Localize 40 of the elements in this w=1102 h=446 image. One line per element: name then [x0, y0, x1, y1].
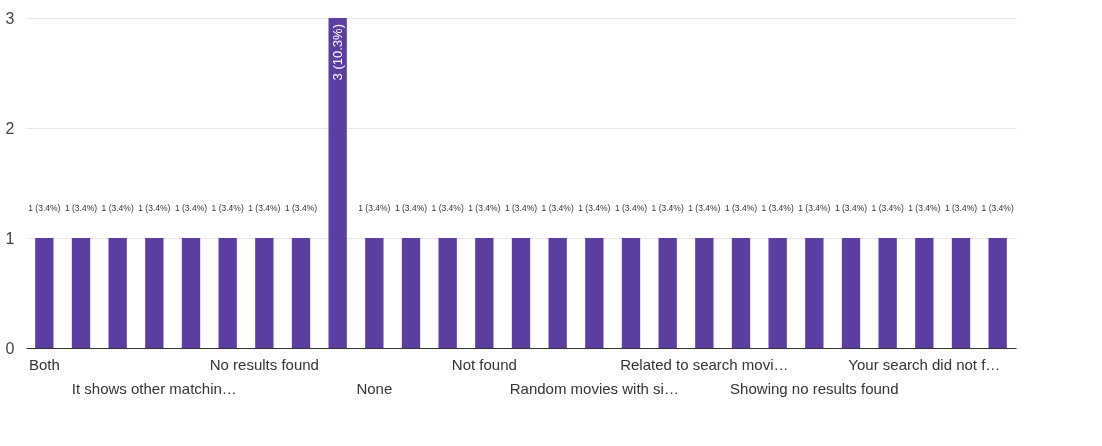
x-tick-label: None	[356, 380, 393, 397]
data-label: 1 (3.4%)	[28, 203, 61, 213]
data-label: 1 (3.4%)	[871, 203, 904, 213]
x-tick-label: It shows other matchin…	[71, 380, 237, 397]
data-label: 1 (3.4%)	[248, 203, 281, 213]
data-label: 1 (3.4%)	[614, 203, 648, 213]
y-tick-label: 2	[5, 119, 15, 137]
data-label: 1 (3.4%)	[578, 203, 611, 213]
data-label: 1 (3.4%)	[504, 203, 538, 213]
data-label: 1 (3.4%)	[64, 203, 98, 213]
data-label: 1 (3.4%)	[394, 203, 428, 213]
data-label: 1 (3.4%)	[798, 203, 831, 213]
data-label: 3 (10.3%)	[329, 24, 345, 81]
data-label: 1 (3.4%)	[761, 203, 794, 213]
x-tick-label: Not found	[451, 356, 517, 373]
data-label: 1 (3.4%)	[981, 203, 1014, 213]
y-tick-label: 1	[5, 229, 15, 247]
data-label: 1 (3.4%)	[468, 203, 501, 213]
data-label: 1 (3.4%)	[211, 203, 244, 213]
data-label: 1 (3.4%)	[688, 203, 721, 213]
data-label: 1 (3.4%)	[908, 203, 941, 213]
data-label: 1 (3.4%)	[138, 203, 171, 213]
data-label: 1 (3.4%)	[541, 203, 574, 213]
y-tick-label: 0	[5, 339, 15, 357]
data-label: 1 (3.4%)	[174, 203, 208, 213]
x-tick-label: Both	[28, 356, 60, 373]
x-tick-label: Your search did not f…	[848, 356, 1001, 373]
data-label: 1 (3.4%)	[834, 203, 868, 213]
data-label: 1 (3.4%)	[431, 203, 464, 213]
data-label: 1 (3.4%)	[651, 203, 684, 213]
data-label: 1 (3.4%)	[101, 203, 134, 213]
x-tick-label: Random movies with si…	[509, 380, 679, 397]
data-label: 1 (3.4%)	[724, 203, 758, 213]
x-tick-label: No results found	[209, 356, 319, 373]
data-label: 1 (3.4%)	[358, 203, 391, 213]
x-tick-label: Related to search movi…	[620, 356, 789, 373]
data-label: 1 (3.4%)	[284, 203, 318, 213]
x-tick-label: Showing no results found	[730, 380, 899, 397]
data-label: 1 (3.4%)	[944, 203, 978, 213]
y-tick-label: 3	[5, 9, 15, 27]
